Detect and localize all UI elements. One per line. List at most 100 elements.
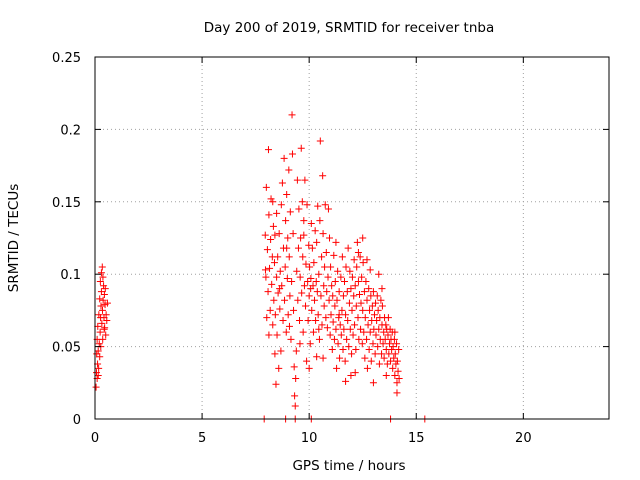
data-point xyxy=(289,230,297,238)
data-point xyxy=(92,369,100,377)
data-point xyxy=(305,241,313,249)
data-point xyxy=(295,205,303,213)
data-point xyxy=(393,357,401,365)
data-point xyxy=(327,263,335,271)
data-point xyxy=(384,331,392,339)
data-point xyxy=(391,372,399,380)
data-point xyxy=(374,343,382,351)
data-point xyxy=(349,331,357,339)
data-point xyxy=(282,328,290,336)
data-point xyxy=(277,347,285,355)
data-point xyxy=(344,317,352,325)
data-point xyxy=(288,150,296,158)
data-point xyxy=(341,357,349,365)
data-point xyxy=(328,282,336,290)
data-point xyxy=(331,302,339,310)
data-point xyxy=(305,292,313,300)
data-point xyxy=(261,266,269,274)
data-point xyxy=(312,317,320,325)
data-point xyxy=(306,340,314,348)
data-point xyxy=(375,270,383,278)
data-point xyxy=(363,364,371,372)
data-point xyxy=(348,350,356,358)
data-point xyxy=(331,277,339,285)
data-point xyxy=(310,259,318,267)
data-point xyxy=(272,380,280,388)
data-point xyxy=(327,311,335,319)
data-point xyxy=(98,319,106,327)
data-point xyxy=(288,111,296,119)
data-point xyxy=(319,172,327,180)
data-point xyxy=(363,296,371,304)
data-point xyxy=(393,379,401,387)
data-point xyxy=(93,350,101,358)
data-point xyxy=(355,335,363,343)
data-point xyxy=(265,331,273,339)
data-point xyxy=(313,288,321,296)
data-point xyxy=(342,377,350,385)
data-point xyxy=(283,275,291,283)
data-point xyxy=(98,263,106,271)
data-point xyxy=(342,311,350,319)
data-point xyxy=(338,253,346,261)
data-point xyxy=(388,345,396,353)
data-point xyxy=(94,372,102,380)
data-point xyxy=(389,343,397,351)
data-point xyxy=(352,345,360,353)
data-point xyxy=(274,289,282,297)
data-point xyxy=(357,299,365,307)
data-point xyxy=(385,350,393,358)
data-point xyxy=(320,302,328,310)
data-point xyxy=(266,306,274,314)
data-point xyxy=(300,217,308,225)
data-point xyxy=(350,256,358,264)
data-point xyxy=(293,176,301,184)
data-point xyxy=(341,277,349,285)
data-point xyxy=(378,285,386,293)
chart-title: Day 200 of 2019, SRMTID for receiver tnb… xyxy=(204,20,494,36)
x-tick-label: 10 xyxy=(301,431,318,446)
data-point xyxy=(297,234,305,242)
data-point xyxy=(359,234,367,242)
y-tick-label: 0.1 xyxy=(60,268,81,283)
data-point xyxy=(333,364,341,372)
data-point xyxy=(372,331,380,339)
data-point xyxy=(326,331,334,339)
data-point xyxy=(299,328,307,336)
data-point xyxy=(358,273,366,281)
data-point xyxy=(329,292,337,300)
x-axis-label: GPS time / hours xyxy=(292,458,405,474)
data-point xyxy=(323,324,331,332)
data-point xyxy=(307,275,315,283)
data-point xyxy=(297,144,305,152)
data-point xyxy=(344,244,352,252)
data-point xyxy=(351,321,359,329)
data-point xyxy=(276,285,284,293)
data-point xyxy=(281,296,289,304)
data-point xyxy=(372,299,380,307)
data-point xyxy=(102,311,110,319)
data-point xyxy=(378,350,386,358)
data-point xyxy=(303,201,311,209)
data-point xyxy=(340,325,348,333)
data-point xyxy=(316,137,324,145)
data-point xyxy=(324,273,332,281)
data-point xyxy=(363,256,371,264)
data-point xyxy=(374,306,382,314)
data-point xyxy=(332,325,340,333)
x-tick-label: 0 xyxy=(91,431,99,446)
data-point xyxy=(369,379,377,387)
data-point xyxy=(345,299,353,307)
data-point xyxy=(316,217,324,225)
data-point xyxy=(395,345,403,353)
data-point xyxy=(280,154,288,162)
data-point xyxy=(318,321,326,329)
data-point xyxy=(337,331,345,339)
data-point xyxy=(282,217,290,225)
data-point xyxy=(354,277,362,285)
data-point xyxy=(394,367,402,375)
data-point xyxy=(325,296,333,304)
data-point xyxy=(391,328,399,336)
data-point xyxy=(264,146,272,154)
data-point xyxy=(383,360,391,368)
